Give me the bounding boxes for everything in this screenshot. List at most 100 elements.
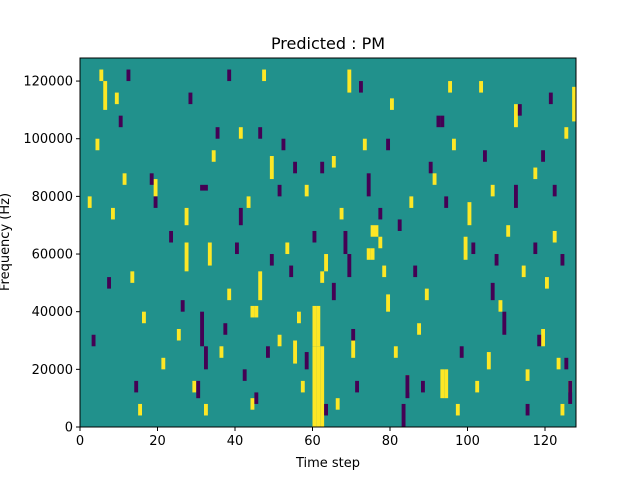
heatmap-cell — [207, 242, 212, 266]
heatmap-cell — [200, 311, 205, 347]
heatmap-cell — [316, 346, 321, 427]
heatmap-cell — [572, 86, 577, 122]
heatmap-cell — [533, 242, 538, 255]
heatmap-cell — [448, 81, 453, 93]
heatmap-cell — [293, 161, 298, 174]
heatmap-cell — [564, 357, 569, 370]
heatmap-cell — [153, 179, 158, 197]
plot-background — [80, 58, 576, 427]
heatmap-cell — [378, 207, 383, 220]
heatmap-cell — [366, 248, 371, 260]
heatmap-cell — [370, 225, 375, 237]
heatmap-cell — [355, 380, 360, 393]
heatmap-cell — [401, 403, 406, 427]
heatmap-cell — [118, 115, 123, 128]
x-tick-label: 100 — [455, 434, 480, 449]
heatmap-cell — [436, 115, 441, 128]
heatmap-cell — [184, 207, 189, 226]
heatmap-cell — [242, 369, 247, 381]
y-tick-label: 80000 — [32, 190, 73, 205]
heatmap-cell — [506, 225, 511, 237]
heatmap-cell — [533, 167, 538, 180]
heatmap-cell — [324, 254, 329, 272]
heatmap-cell — [219, 346, 224, 358]
heatmap-cell — [204, 346, 208, 370]
heatmap-cell — [359, 81, 363, 93]
heatmap-cell — [238, 127, 243, 139]
heatmap-cell — [331, 156, 336, 168]
heatmap-cell — [432, 173, 437, 185]
heatmap-cell — [196, 380, 201, 399]
heatmap-cell — [386, 138, 391, 151]
heatmap-cell — [134, 380, 139, 393]
heatmap-cell — [95, 138, 100, 151]
heatmap-cell — [227, 69, 232, 82]
y-tick-label: 0 — [65, 421, 73, 436]
heatmap-cell — [149, 173, 154, 185]
heatmap-cell — [366, 173, 371, 197]
heatmap-cell — [382, 265, 387, 278]
heatmap-cell — [269, 156, 274, 180]
heatmap-cell — [374, 225, 379, 237]
heatmap-cell — [200, 184, 205, 191]
heatmap-cell — [138, 403, 143, 416]
heatmap-cell — [514, 184, 518, 208]
heatmap-cell — [475, 380, 480, 393]
heatmap-cell — [184, 242, 189, 272]
y-tick-label: 120000 — [23, 75, 73, 90]
heatmap-cell — [556, 357, 561, 370]
heatmap-cell — [297, 311, 301, 324]
heatmap-cell — [285, 242, 290, 255]
heatmap-cell — [370, 248, 375, 260]
heatmap-cell — [238, 207, 243, 226]
heatmap-cell — [483, 150, 487, 162]
heatmap-cell — [304, 352, 309, 370]
heatmap-cell — [161, 357, 166, 370]
heatmap-cell — [103, 81, 108, 110]
x-tick-label: 80 — [382, 434, 399, 449]
heatmap-cell — [339, 207, 344, 220]
heatmap-cell — [142, 311, 146, 324]
heatmap-cell — [428, 161, 433, 174]
heatmap-cell — [525, 369, 530, 381]
heatmap-cell — [254, 305, 259, 318]
heatmap-cell — [541, 150, 546, 162]
heatmap-cell — [320, 346, 325, 427]
heatmap-cell — [525, 403, 530, 416]
heatmap-cell — [122, 173, 127, 185]
heatmap-cell — [351, 328, 356, 341]
heatmap-cell — [463, 236, 468, 260]
heatmap-cell — [467, 202, 472, 226]
heatmap-cell — [223, 323, 228, 335]
heatmap-cell — [397, 219, 402, 231]
heatmap-cell — [114, 92, 119, 105]
heatmap-cell — [517, 104, 522, 116]
heatmap-cell — [494, 254, 499, 266]
heatmap-cell — [91, 334, 96, 347]
heatmap-cell — [304, 184, 309, 197]
heatmap-cell — [246, 196, 251, 208]
heatmap-cell — [490, 184, 495, 197]
heatmap-cell — [541, 328, 546, 347]
heatmap-cell — [335, 398, 340, 410]
heatmap-cell — [188, 92, 193, 105]
heatmap-cell — [324, 403, 329, 416]
heatmap-cell — [180, 300, 185, 312]
heatmap-cell — [266, 346, 270, 358]
heatmap-cell — [254, 392, 259, 404]
heatmap-cell — [331, 282, 336, 301]
heatmap-cell — [459, 346, 464, 358]
heatmap-cell — [521, 265, 526, 278]
heatmap-cell — [471, 242, 476, 255]
heatmap-cell — [277, 184, 282, 197]
heatmap-cell — [215, 127, 220, 139]
heatmap-cell — [417, 323, 422, 335]
heatmap-cell — [444, 369, 449, 399]
heatmap-cell — [452, 138, 456, 151]
heatmap-cell — [552, 184, 557, 197]
y-tick-label: 20000 — [32, 363, 73, 378]
y-tick-label: 60000 — [32, 248, 73, 263]
heatmap-cell — [409, 196, 414, 208]
heatmap-cell — [269, 254, 274, 266]
heatmap-cell — [169, 230, 174, 243]
